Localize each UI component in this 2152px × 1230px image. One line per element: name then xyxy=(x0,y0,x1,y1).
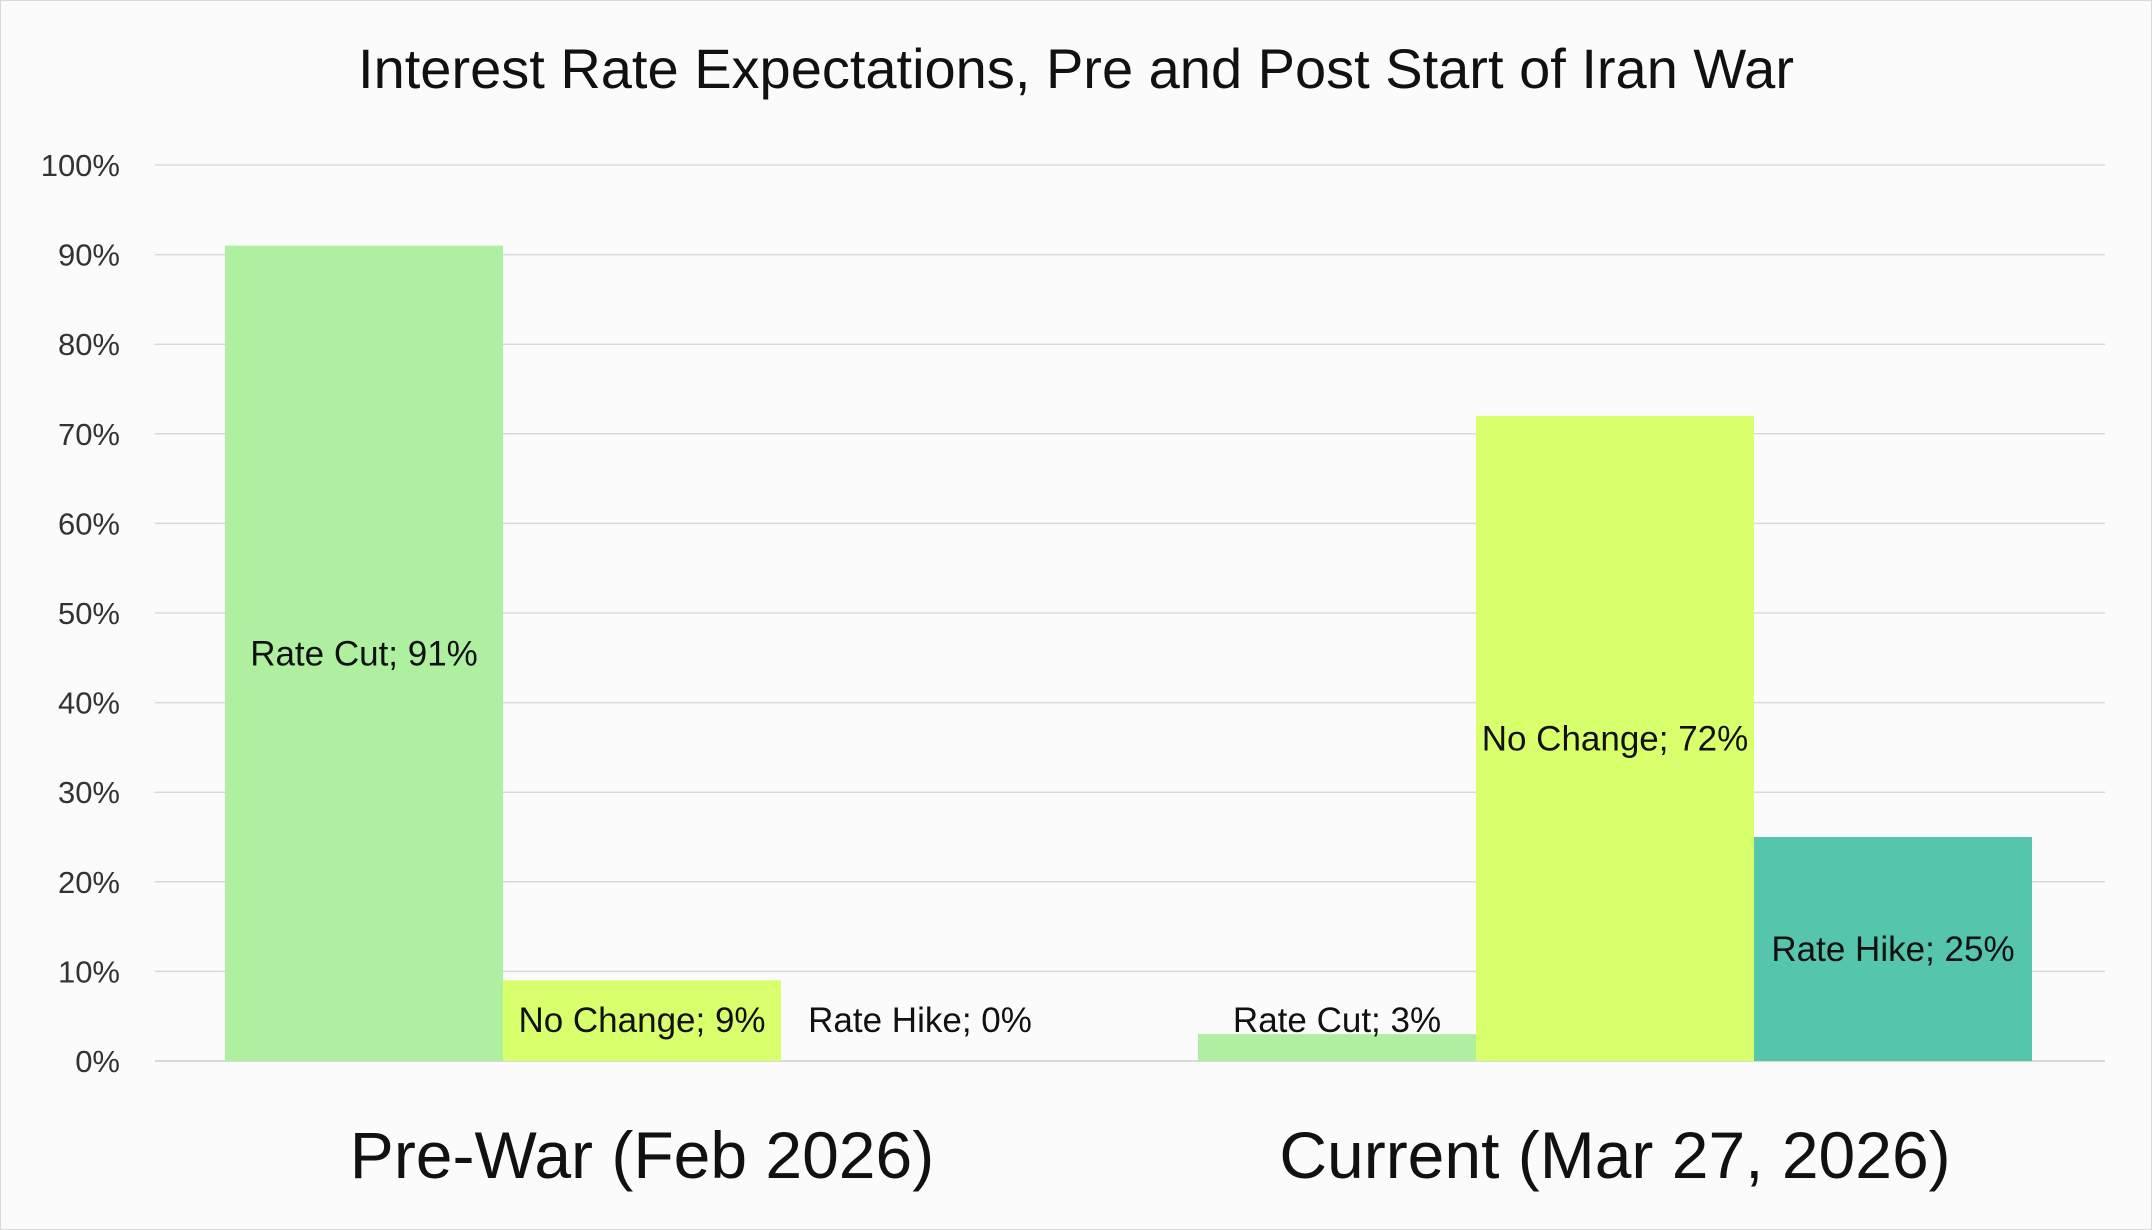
category-labels: Pre-War (Feb 2026) Current (Mar 27, 2026) xyxy=(350,1118,1951,1192)
data-label: Rate Cut; 3% xyxy=(1233,1001,1441,1040)
chart-title: Interest Rate Expectations, Pre and Post… xyxy=(358,37,1794,100)
y-tick-label: 30% xyxy=(58,775,120,810)
data-label: No Change; 9% xyxy=(518,1001,765,1040)
bar-rate-hike xyxy=(1754,837,2032,1061)
y-tick-label: 0% xyxy=(75,1044,120,1079)
bar-rate-cut xyxy=(1198,1034,1476,1061)
y-tick-label: 70% xyxy=(58,417,120,452)
y-tick-label: 90% xyxy=(58,238,120,273)
data-label: No Change; 72% xyxy=(1482,719,1749,758)
y-axis-tick-labels: 0% 10% 20% 30% 40% 50% 60% 70% 80% 90% 100% xyxy=(41,148,120,1079)
category-label: Pre-War (Feb 2026) xyxy=(350,1118,934,1192)
data-label: Rate Cut; 91% xyxy=(250,634,478,673)
bar-no-change xyxy=(503,980,781,1061)
y-tick-label: 10% xyxy=(58,954,120,989)
bar-no-change xyxy=(1476,415,1754,1061)
bars xyxy=(225,245,2032,1061)
bar-rate-cut xyxy=(225,245,503,1061)
y-tick-label: 60% xyxy=(58,506,120,541)
data-label: Rate Hike; 25% xyxy=(1771,930,2014,969)
y-tick-label: 50% xyxy=(58,596,120,631)
data-labels: Rate Cut; 91% No Change; 9% Rate Hike; 0% R… xyxy=(250,634,2014,1040)
category-label: Current (Mar 27, 2026) xyxy=(1279,1118,1950,1192)
data-label: Rate Hike; 0% xyxy=(808,1001,1032,1040)
y-tick-label: 40% xyxy=(58,686,120,721)
y-tick-label: 20% xyxy=(58,865,120,900)
y-tick-label: 100% xyxy=(41,148,120,183)
y-tick-label: 80% xyxy=(58,327,120,362)
